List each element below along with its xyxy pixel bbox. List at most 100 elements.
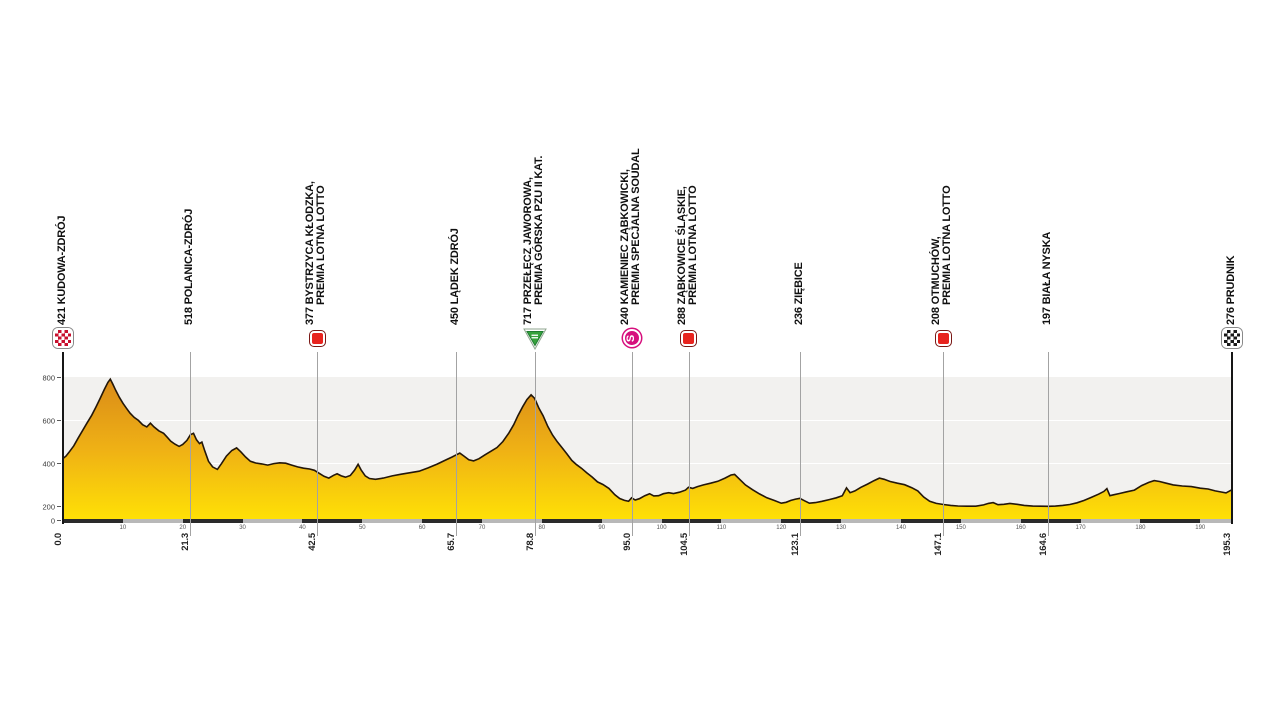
scalebar-km-number: 160 xyxy=(1015,525,1026,531)
waypoint-label-line1: 450 LĄDEK ZDRÓJ xyxy=(449,228,462,325)
waypoint-label-line1: 421 KUDOWA-ZDRÓJ xyxy=(56,215,68,325)
waypoint-label-line2: PREMIA LOTNA LOTTO xyxy=(686,185,698,305)
scalebar-km-number: 70 xyxy=(478,525,486,531)
waypoint-label-line1: 518 POLANICA-ZDRÓJ xyxy=(183,208,196,325)
waypoint-km-label-wp1: 21.3 xyxy=(180,533,192,551)
waypoint-label-wp0: 421 KUDOWA-ZDRÓJ xyxy=(56,215,68,325)
scalebar-km-number: 60 xyxy=(418,525,426,531)
finish-flag-icon xyxy=(1222,328,1242,348)
scalebar-km-number: 30 xyxy=(239,525,246,531)
waypoint-km-label-wp5: 95.0 xyxy=(621,533,633,551)
scalebar-segment xyxy=(122,518,183,523)
scalebar-segment xyxy=(541,518,602,523)
waypoint-km-label-wp10: 195.3 xyxy=(1222,533,1233,556)
waypoint-label-wp2: 377 BYSTRZYCA KŁODZKA, PREMIA LOTNA LOTTO xyxy=(304,181,327,325)
scalebar-segment xyxy=(481,518,542,523)
gridline-600m xyxy=(63,420,1232,421)
gridline-400m xyxy=(63,463,1232,464)
mountain-premia-category: II xyxy=(530,334,540,339)
profile-fill xyxy=(63,379,1232,522)
waypoint-label-wp8: 208 OTMUCHÓW, PREMIA LOTNA LOTTO xyxy=(930,185,953,325)
waypoint-line-wp8 xyxy=(943,352,945,536)
scalebar-segment xyxy=(721,518,782,523)
scalebar-segment xyxy=(362,518,423,523)
waypoint-km-label-wp7: 123.1 xyxy=(789,533,801,556)
elevation-profile-area xyxy=(62,377,1233,522)
waypoint-km-label-wp2: 42.5 xyxy=(307,533,319,551)
mountain-premia-icon: II xyxy=(522,328,547,350)
waypoint-line-wp1 xyxy=(190,352,192,536)
scalebar-km-number: 100 xyxy=(656,525,667,531)
y-axis-label-600: 600 xyxy=(42,416,55,425)
waypoint-label-wp5: 240 KAMIENIEC ZĄBKOWICKI, PREMIA SPECJALN… xyxy=(618,148,642,325)
waypoint-line-wp3 xyxy=(456,352,458,536)
waypoint-label-wp6: 288 ZĄBKOWICE ŚLĄSKIE, PREMIA LOTNA LOTTO xyxy=(675,185,699,325)
scalebar-segment xyxy=(661,518,722,523)
sprint-premia-icon xyxy=(309,330,325,346)
waypoint-km-label-wp9: 164.6 xyxy=(1038,533,1050,556)
waypoint-km-label-wp4: 78.8 xyxy=(524,533,536,551)
waypoint-line-wp9 xyxy=(1048,352,1050,536)
waypoint-label-line2: PREMIA SPECJALNA SOUDAL xyxy=(629,148,642,305)
waypoint-km-label-wp3: 65.7 xyxy=(446,533,458,551)
start-flag-icon xyxy=(53,328,73,348)
y-axis-label-800: 800 xyxy=(42,373,55,382)
waypoint-line-wp7 xyxy=(799,352,801,536)
waypoint-label-wp10: 276 PRUDNIK xyxy=(1225,255,1237,325)
scalebar-segment xyxy=(900,518,961,523)
waypoint-label-line1: 240 KAMIENIEC ZĄBKOWICKI, xyxy=(618,169,631,325)
waypoint-label-line1: 288 ZĄBKOWICE ŚLĄSKIE, xyxy=(675,186,688,325)
special-premia-letter: S xyxy=(625,334,638,342)
special-premia-icon: S xyxy=(622,329,641,347)
y-axis-label-200: 200 xyxy=(42,502,55,511)
waypoint-label-line1: 717 PRZEŁĘCZ JAWOROWA, xyxy=(521,177,534,325)
y-axis-tick-400 xyxy=(57,463,61,464)
scalebar-segment xyxy=(242,518,303,523)
scalebar-segment xyxy=(302,518,363,523)
waypoint-label-line2: PREMIA GÓRSKA PZU II KAT. xyxy=(532,155,545,305)
y-axis-tick-200 xyxy=(57,506,61,507)
waypoint-label-line1: 276 PRUDNIK xyxy=(1225,255,1237,325)
scalebar-km-number: 10 xyxy=(119,525,127,531)
waypoint-line-wp0 xyxy=(62,352,64,524)
scalebar-km-number: 120 xyxy=(776,525,787,531)
waypoint-label-wp4: 717 PRZEŁĘCZ JAWOROWA, PREMIA GÓRSKA PZU … xyxy=(521,155,545,325)
scalebar-segment xyxy=(841,518,901,523)
waypoint-line-wp2 xyxy=(317,352,319,536)
profile-outline xyxy=(62,377,1233,508)
waypoint-line-wp6 xyxy=(688,352,690,536)
waypoint-line-wp4 xyxy=(534,352,536,536)
scalebar-km-number: 180 xyxy=(1135,525,1146,531)
y-axis-tick-0 xyxy=(57,520,61,521)
waypoint-label-wp3: 450 LĄDEK ZDRÓJ xyxy=(449,228,462,325)
scalebar-segment xyxy=(182,518,243,523)
scalebar-km-number: 110 xyxy=(716,525,727,531)
sprint-premia-icon xyxy=(681,330,696,346)
scalebar-segment xyxy=(1020,518,1081,523)
waypoint-km-label-wp8: 147.1 xyxy=(933,533,945,556)
waypoint-km-label-wp6: 104.5 xyxy=(678,533,690,556)
y-axis-label-400: 400 xyxy=(42,459,55,468)
scalebar-segment xyxy=(781,518,842,523)
scalebar-km-number: 80 xyxy=(538,525,546,531)
y-axis-tick-600 xyxy=(57,420,61,421)
waypoint-label-line1: 197 BIAŁA NYSKA xyxy=(1041,231,1054,325)
waypoint-km-label-wp0: 0.0 xyxy=(53,533,64,546)
scalebar-km-number: 130 xyxy=(836,525,847,531)
scalebar-km-number: 50 xyxy=(358,525,366,531)
y-axis-label-0: 0 xyxy=(50,516,55,525)
scalebar-segment xyxy=(960,518,1021,523)
scalebar-segment xyxy=(1080,518,1141,523)
waypoint-label-line2: PREMIA LOTNA LOTTO xyxy=(940,185,953,305)
y-axis-tick-800 xyxy=(57,377,61,378)
waypoint-label-line1: 236 ZIĘBICE xyxy=(792,262,805,325)
scalebar-km-number: 190 xyxy=(1195,525,1206,531)
waypoint-label-line2: PREMIA LOTNA LOTTO xyxy=(314,185,327,305)
waypoint-line-wp5 xyxy=(631,352,633,536)
scalebar-segment xyxy=(422,518,482,523)
waypoint-label-wp7: 236 ZIĘBICE xyxy=(792,262,805,325)
waypoint-line-wp10 xyxy=(1231,352,1233,524)
scalebar-km-number: 170 xyxy=(1075,525,1086,531)
scalebar-km-number: 140 xyxy=(895,525,906,531)
